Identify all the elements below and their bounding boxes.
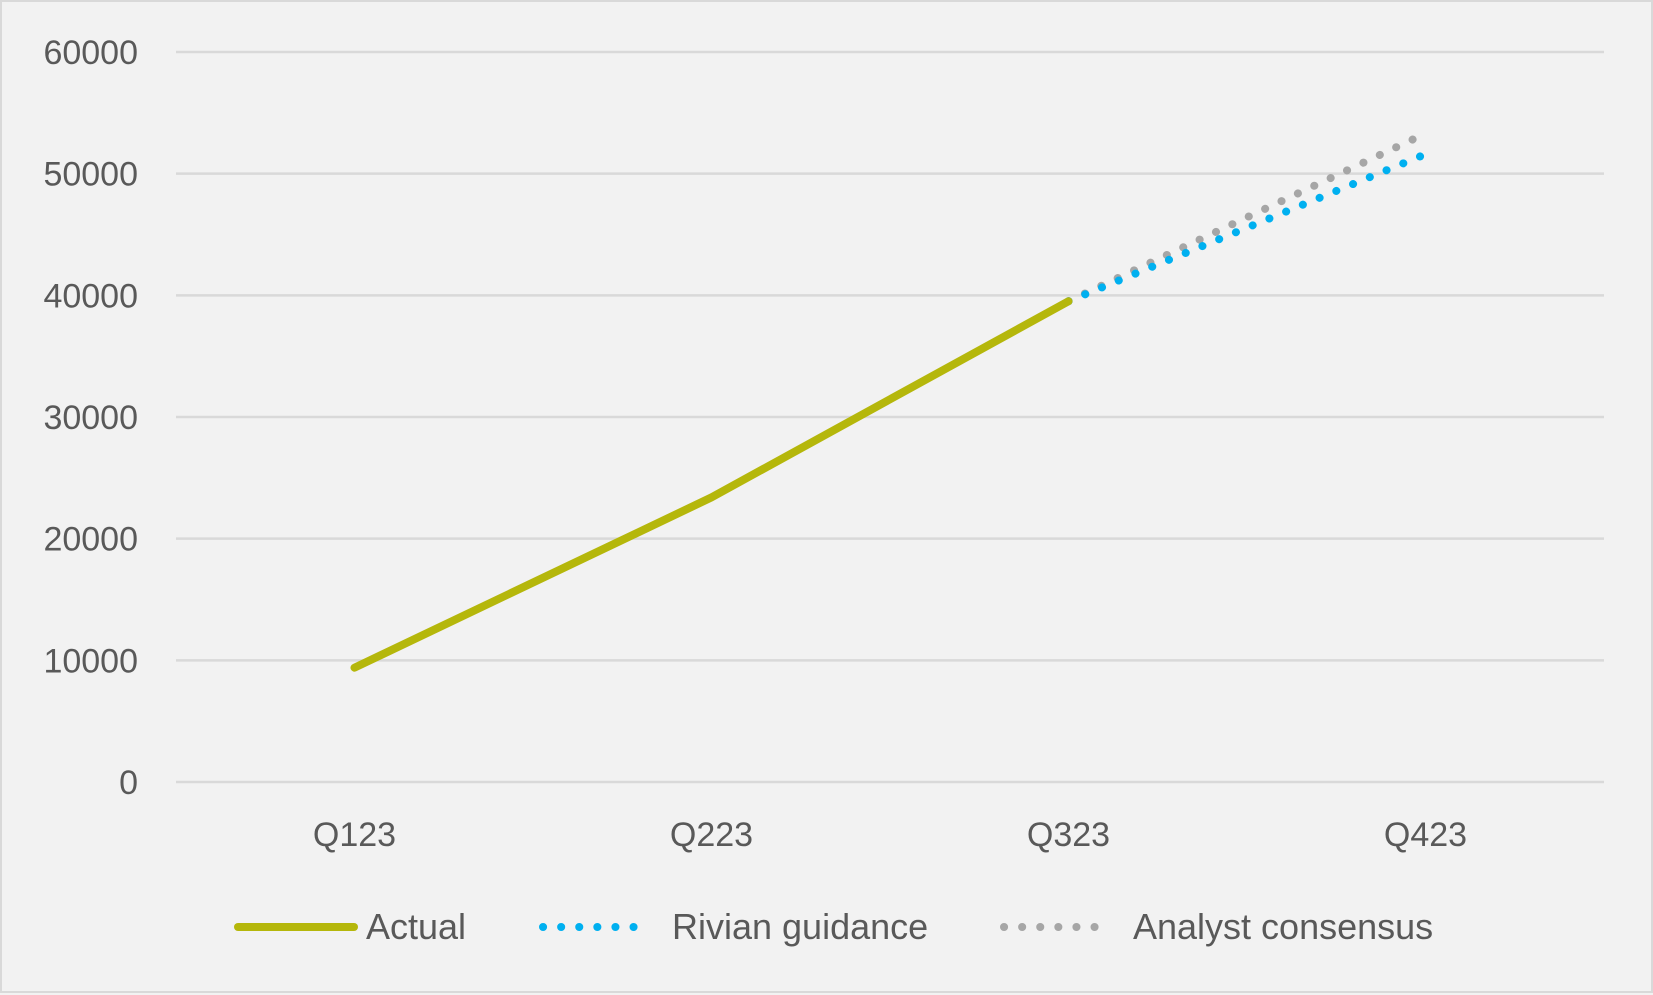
y-axis-tick-labels: 0 10000 20000 30000 40000 50000 60000 [43, 34, 138, 802]
y-tick-label: 60000 [43, 34, 138, 72]
series-lines [350, 129, 1430, 672]
legend: Actual Rivian guidance Analyst consensus [234, 906, 1433, 947]
legend-item: Rivian guidance [539, 906, 928, 947]
legend-label: Actual [366, 906, 466, 947]
legend-item: Actual [234, 906, 466, 947]
x-tick-label: Q323 [1027, 816, 1110, 854]
series-line-actual [350, 297, 1073, 672]
legend-label: Analyst consensus [1133, 906, 1433, 947]
legend-label: Rivian guidance [672, 906, 928, 947]
series-line-rivian-guidance [1064, 150, 1430, 306]
y-tick-label: 20000 [43, 521, 138, 559]
series-line-analyst-consensus [1064, 129, 1430, 306]
x-tick-label: Q423 [1384, 816, 1467, 854]
y-tick-label: 0 [119, 764, 138, 802]
legend-item: Analyst consensus [1000, 906, 1433, 947]
x-axis-tick-labels: Q123 Q223 Q323 Q423 [313, 816, 1467, 854]
gridlines [176, 50, 1604, 784]
y-tick-label: 10000 [43, 642, 138, 680]
x-tick-label: Q223 [670, 816, 753, 854]
y-tick-label: 40000 [43, 277, 138, 315]
x-tick-label: Q123 [313, 816, 396, 854]
y-tick-label: 30000 [43, 399, 138, 437]
y-tick-label: 50000 [43, 156, 138, 194]
